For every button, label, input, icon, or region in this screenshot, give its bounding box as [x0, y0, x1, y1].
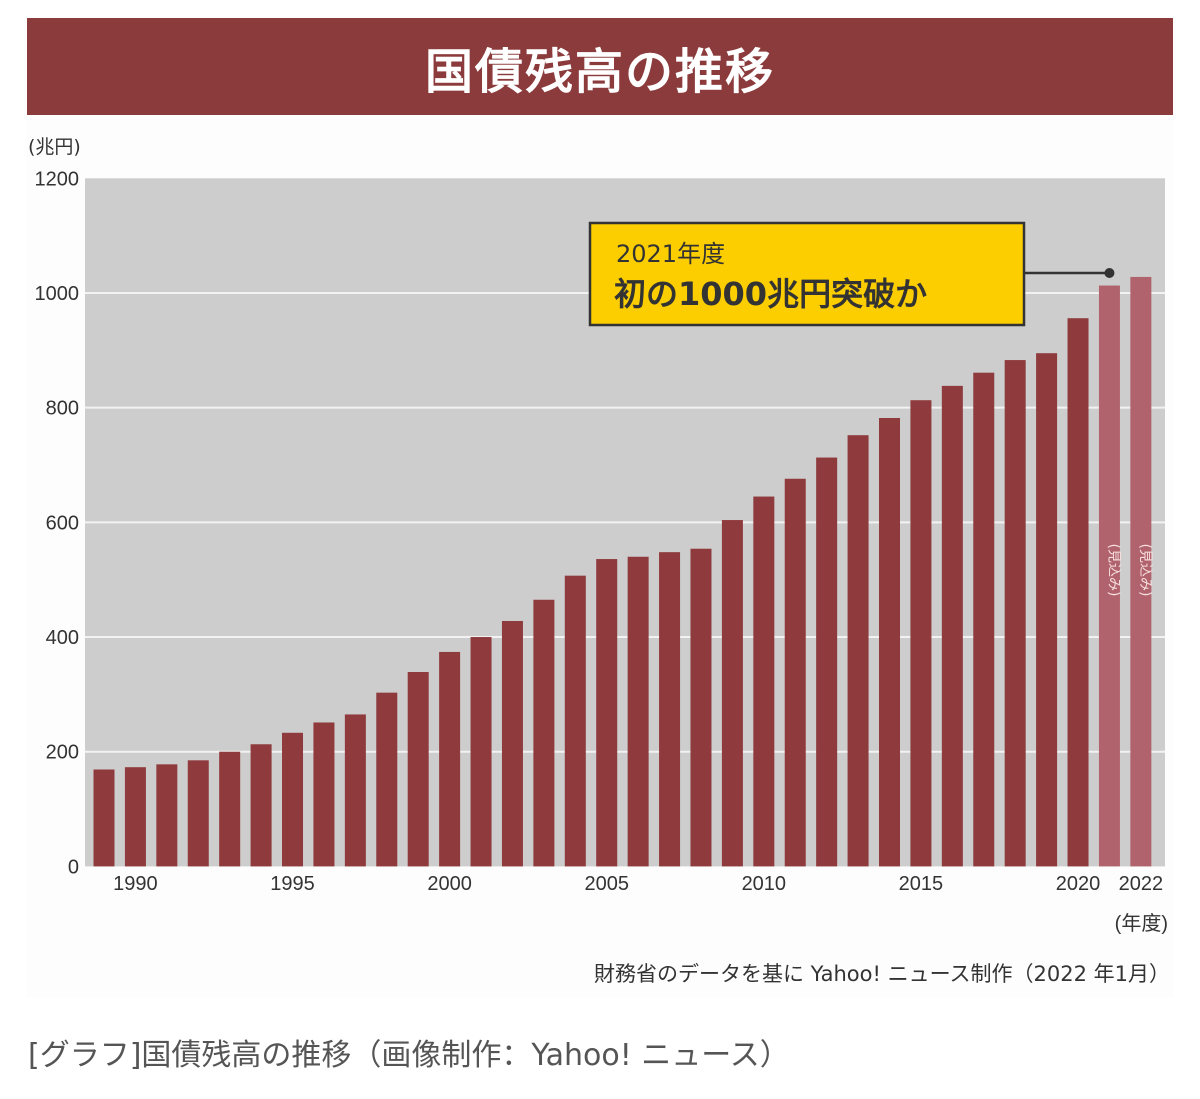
x-tick-label: 2005	[584, 873, 629, 895]
bar-1992	[187, 760, 209, 867]
y-tick-label: 600	[46, 512, 79, 534]
callout-headline: 初の1000兆円突破か	[614, 275, 927, 313]
bar-2015	[910, 400, 932, 867]
bar-2007	[659, 552, 681, 867]
y-axis-unit-label: (兆円)	[28, 136, 81, 158]
y-tick-label: 1000	[35, 283, 80, 305]
y-tick-label: 0	[68, 856, 79, 878]
projected-label: (見込み)	[1137, 544, 1153, 597]
bar-2014	[879, 417, 900, 867]
bar-1995	[282, 732, 304, 867]
y-tick-label: 400	[46, 627, 79, 649]
bar-2010	[753, 496, 775, 867]
x-tick-label: 2010	[742, 873, 787, 895]
bar-2005	[596, 559, 618, 867]
bar-1997	[344, 714, 366, 867]
y-tick-label: 200	[46, 742, 79, 764]
x-tick-label: 2000	[427, 873, 472, 895]
callout-year: 2021年度	[616, 240, 725, 268]
bar-chart: (見込み) (見込み) 0 200 400 600 800 1000 1200 1990 199…	[35, 168, 1169, 935]
bar-1999	[407, 672, 429, 867]
x-tick-label: 2022	[1119, 873, 1164, 895]
bar-2019	[1036, 353, 1058, 867]
bar-2002	[501, 620, 523, 867]
bar-1994	[250, 744, 272, 867]
bar-2018	[1004, 360, 1026, 867]
bar-2008	[690, 548, 712, 867]
bar-2020	[1067, 318, 1089, 867]
bar-2011	[784, 478, 806, 867]
bar-projected-2021	[1098, 285, 1120, 867]
chart-title-banner: 国債残高の推移	[27, 18, 1173, 115]
x-tick-label: 1990	[113, 873, 158, 895]
bar-2016	[941, 385, 963, 867]
bar-1991	[156, 764, 178, 867]
bar-2013	[847, 435, 869, 867]
chart-title: 国債残高の推移	[424, 43, 775, 100]
bar-2009	[721, 520, 743, 867]
bar-2000	[439, 651, 461, 867]
bar-1990	[124, 767, 146, 867]
bar-2001	[470, 637, 492, 867]
bar-2017	[973, 372, 995, 867]
callout-box	[588, 221, 1026, 327]
image-caption: [グラフ]国債残高の推移（画像制作：Yahoo! ニュース）	[28, 1038, 790, 1073]
bar-1998	[376, 692, 398, 867]
bar-2003	[533, 599, 555, 867]
bar-1996	[313, 722, 335, 867]
y-tick-label: 800	[46, 398, 79, 420]
projected-label: (見込み)	[1105, 544, 1121, 597]
x-tick-label: 1995	[270, 873, 315, 895]
bar-2012	[816, 457, 838, 867]
y-tick-label: 1200	[35, 168, 80, 190]
x-tick-label: 2015	[899, 873, 944, 895]
bar-projected-2022	[1130, 276, 1152, 867]
source-note: 財務省のデータを基に Yahoo! ニュース制作（2022 年1月）	[593, 962, 1170, 986]
bar-1993	[219, 751, 241, 867]
callout-dot	[1104, 268, 1115, 278]
x-tick-label: 2020	[1056, 873, 1101, 895]
bar-2006	[627, 556, 649, 867]
bar-1989	[93, 769, 115, 867]
x-axis-unit-label: (年度)	[1115, 912, 1168, 935]
bar-2004	[564, 575, 586, 867]
